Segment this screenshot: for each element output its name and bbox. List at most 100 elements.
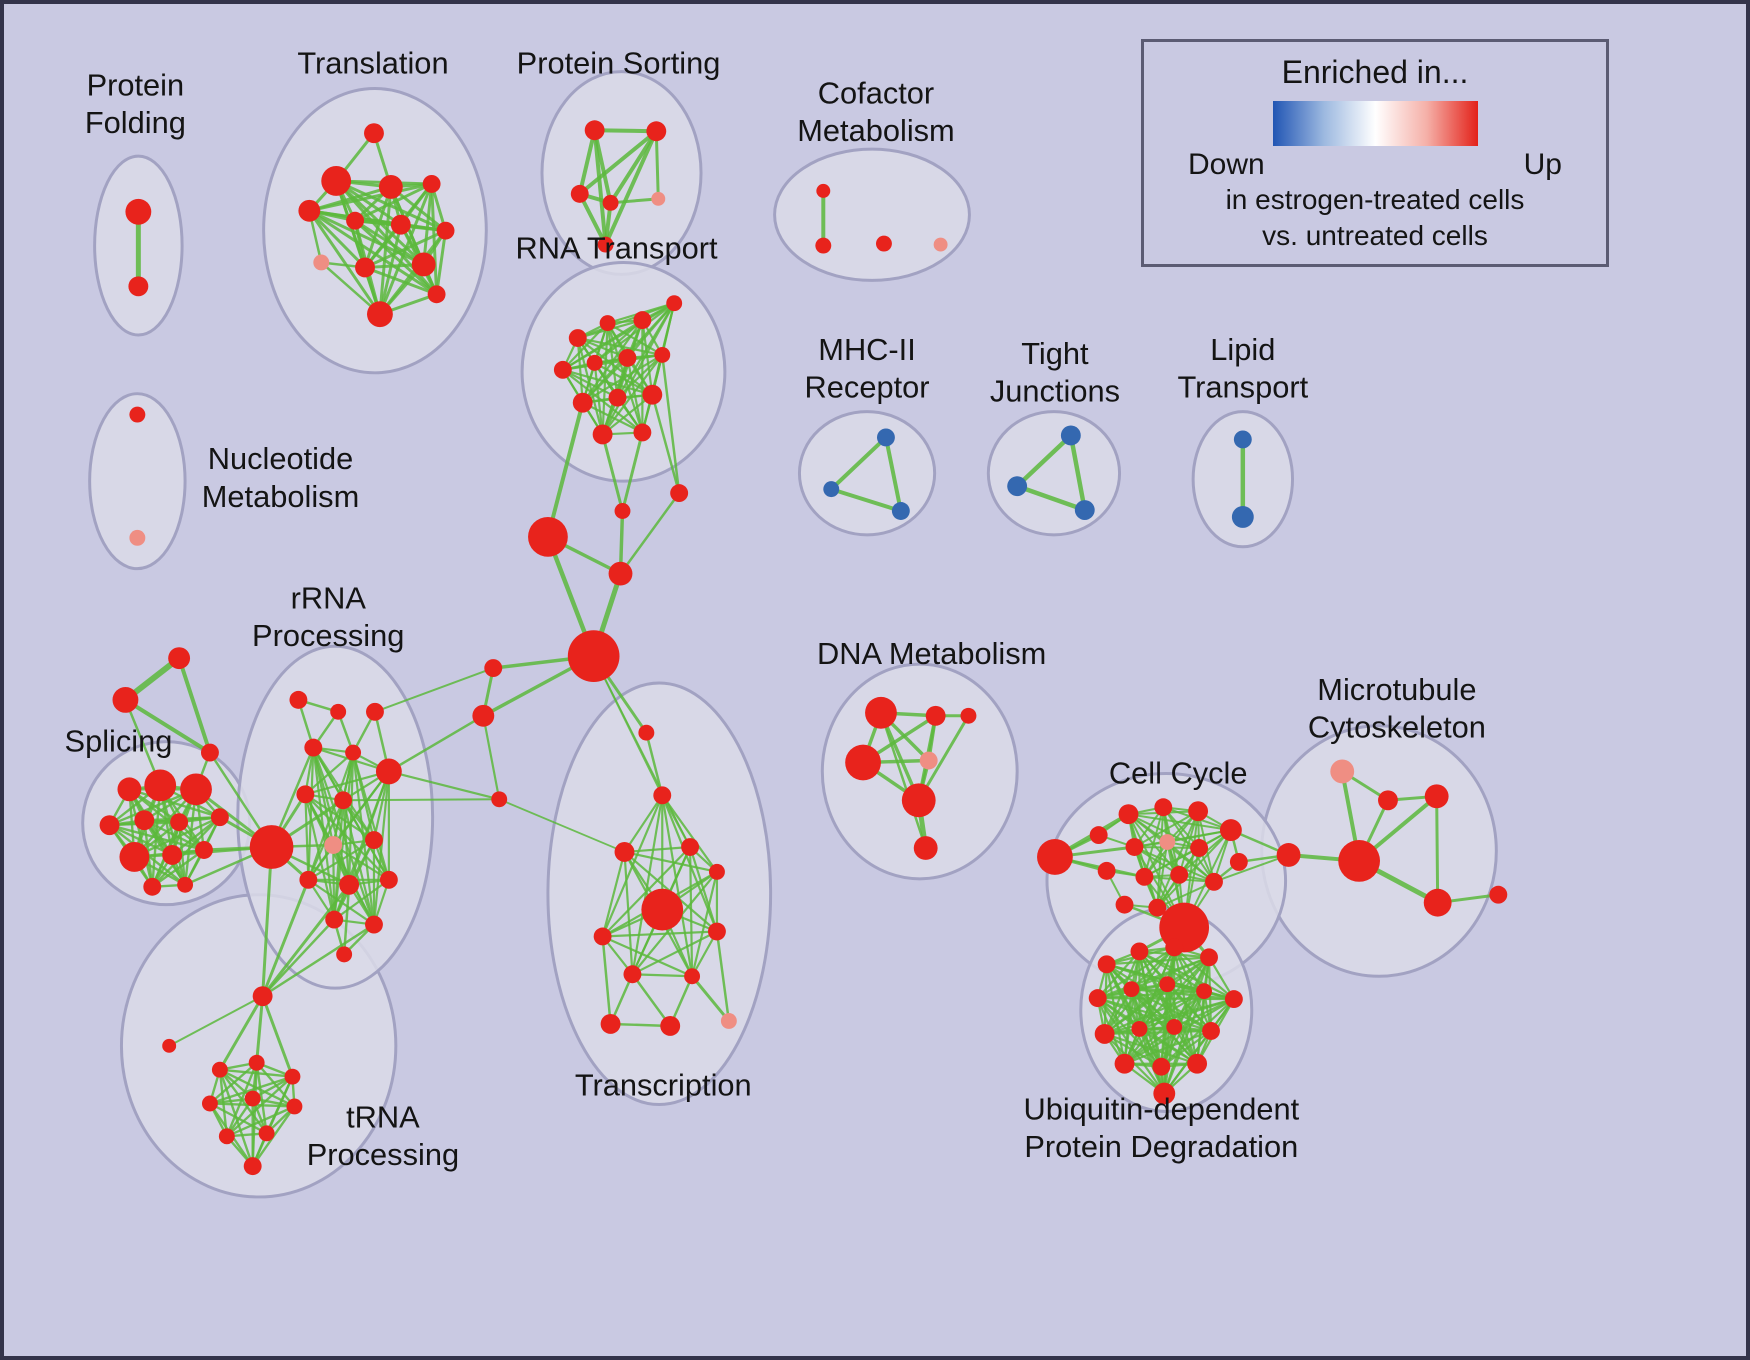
node-mc5 [1338,840,1381,882]
node-rt1 [568,329,587,347]
node-rt12 [592,424,613,445]
node-dm6 [901,783,936,818]
node-lt1 [1233,430,1252,449]
node-tl [162,1038,177,1053]
network-edge [363,265,439,296]
node-dm5 [919,751,938,770]
node-tn4 [201,1095,218,1112]
node-cc4 [1219,819,1242,842]
network-edge [631,973,694,978]
network-edge [601,393,654,436]
cluster-tight-junctions [986,410,1122,537]
network-edge [616,353,664,399]
network-edge [333,878,390,921]
network-edge [601,353,664,436]
network-edge [601,850,626,938]
network-edge [631,794,664,976]
cluster-nucleotide-metabolism [88,392,187,571]
cluster-label-lipid-transport: Lipid [1210,332,1275,367]
node-sp5 [134,810,155,831]
network-edge [1103,983,1169,1035]
network-edge [623,845,692,854]
node-rt4 [666,295,683,312]
network-edge [576,336,584,404]
node-sp6 [170,813,189,832]
node-tc11 [600,1014,621,1034]
node-cc7 [1159,834,1176,850]
node-rr12 [299,870,318,889]
network-edge [1163,956,1211,1095]
network-edge [363,185,393,269]
node-rt14 [670,484,689,503]
node-ub17 [1153,1082,1176,1105]
node-ub16 [1187,1053,1208,1074]
network-edge [1166,841,1215,883]
network-edge [601,930,719,938]
cluster-cofactor-metabolism [773,147,971,282]
network-edge [320,261,382,316]
network-edge [1156,880,1215,909]
node-tr9 [313,254,330,271]
network-edge [353,219,439,296]
cluster-label-dna-metabolism: DNA Metabolism [817,636,1046,671]
network-edge [435,229,448,296]
legend-scale-labels: Down Up [1144,148,1606,182]
network-edge [261,845,274,998]
cluster-label-cofactor-metabolism: Metabolism [797,113,954,148]
node-rr6 [375,758,402,785]
network-edge [577,191,608,247]
node-cm3 [875,235,892,252]
cluster-label-cell-cycle: Cell Cycle [1109,755,1248,790]
node-dm2 [925,705,946,726]
network-edge [304,751,355,796]
network-edge [1143,806,1165,878]
node-cc15 [1148,898,1167,917]
network-edge [1014,483,1087,513]
network-edge [601,845,692,938]
network-edge [1138,1027,1166,1095]
node-rr8 [334,791,353,810]
node-mh3 [891,502,910,520]
network-edge [829,435,888,492]
network-edge [601,935,612,1026]
network-edge [307,209,382,316]
node-tr6 [346,211,365,230]
node-tc10 [684,968,701,985]
node-sp4 [99,815,120,836]
network-edge [661,353,681,495]
node-tn6 [286,1098,303,1115]
node-mid3 [491,791,508,808]
network-edge [1096,997,1166,1095]
node-ps4 [602,194,619,211]
node-mh2 [823,481,840,498]
legend-gradient-bar [1272,101,1478,146]
network-edge [151,848,206,888]
cluster-label-trna-processing: Processing [307,1137,459,1172]
node-tj3 [1074,500,1095,520]
node-cc14 [1115,895,1134,914]
node-ub9 [1224,990,1243,1009]
network-edge [208,1061,258,1105]
node-ub8 [1196,983,1213,1000]
network-edge [333,770,390,921]
cluster-label-trna-processing: tRNA [346,1099,420,1134]
network-edge [304,793,310,881]
network-edge [592,128,608,247]
node-ub15 [1152,1057,1171,1076]
node-ub2 [1130,942,1149,961]
network-edge [577,128,597,196]
network-edge [482,714,501,801]
network-edge [608,129,659,205]
cluster-label-protein-sorting: Protein Sorting [517,46,721,81]
network-edge [1103,990,1206,1035]
node-rt11 [642,384,663,405]
network-edge [1196,990,1206,1065]
network-edge [1213,853,1290,883]
node-ps3 [570,184,589,203]
network-edge [378,223,403,316]
node-mc3 [1424,784,1449,809]
legend-title: Enriched in... [1281,54,1469,90]
cluster-label-mhc-ii-receptor: MHC-II [818,332,916,367]
network-edge [261,923,376,998]
